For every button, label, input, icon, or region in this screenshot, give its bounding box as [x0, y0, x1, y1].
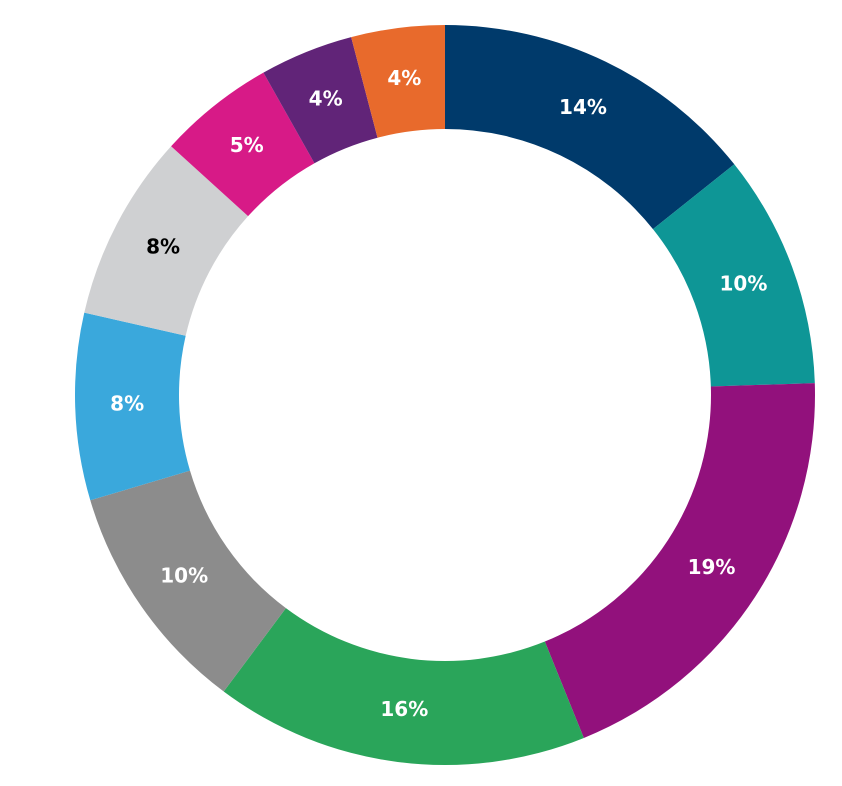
data-label: 4% — [309, 87, 343, 111]
data-label: 10% — [160, 563, 208, 587]
donut-slice — [652, 164, 815, 387]
data-label: 16% — [380, 697, 428, 721]
data-label: 4% — [387, 66, 421, 90]
donut-slice — [351, 25, 445, 138]
donut-slice — [75, 312, 190, 501]
donut-slice — [90, 470, 286, 692]
donut-slice — [223, 608, 584, 765]
data-label: 10% — [719, 272, 767, 296]
data-label: 8% — [146, 234, 180, 258]
data-label: 8% — [110, 392, 144, 416]
donut-slice — [445, 25, 735, 230]
donut-slice — [544, 383, 815, 738]
donut-slice — [171, 72, 315, 217]
donut-slice — [263, 37, 378, 164]
data-label: 19% — [688, 555, 736, 579]
donut-slice — [84, 146, 249, 336]
data-label: 5% — [230, 133, 264, 157]
data-label: 14% — [559, 95, 607, 119]
